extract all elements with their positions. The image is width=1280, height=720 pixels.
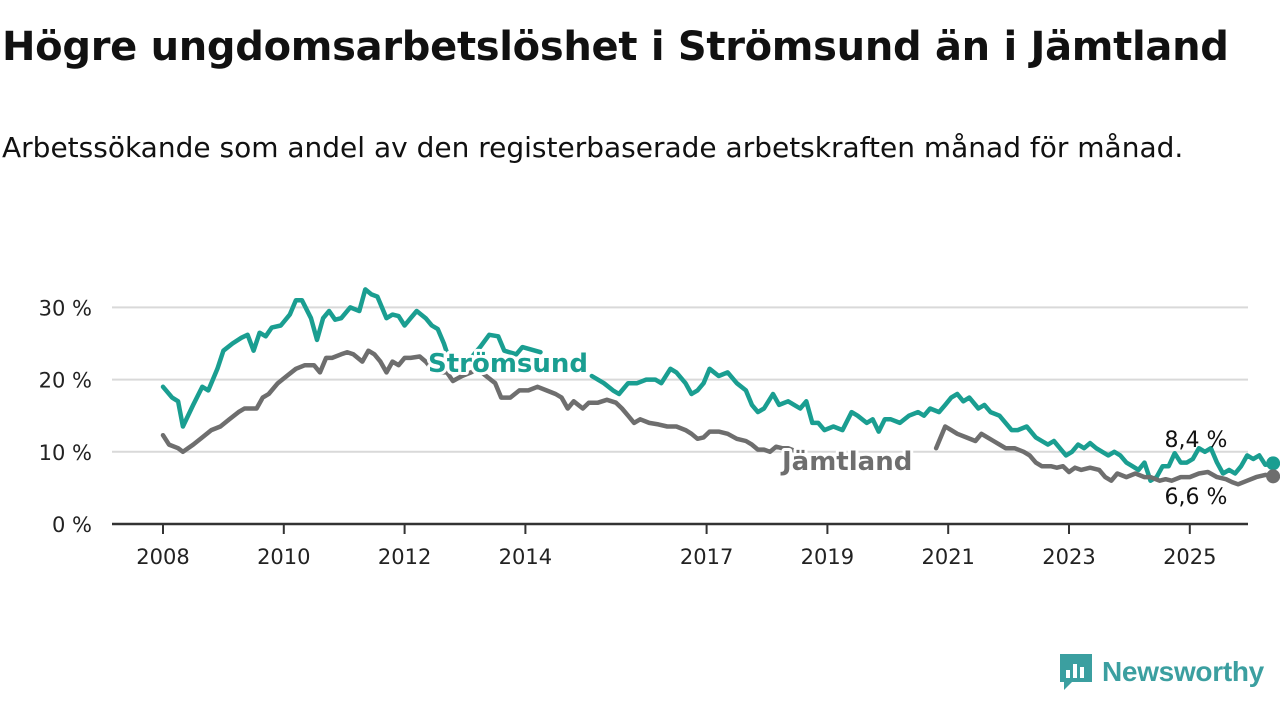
series-line-1 — [933, 424, 1276, 487]
series-line-0 — [160, 287, 453, 429]
series-line-1 — [160, 348, 809, 462]
x-tick-label: 2025 — [1163, 545, 1216, 569]
series-endpoint-1 — [1266, 469, 1280, 484]
page-title: Högre ungdomsarbetslöshet i Strömsund än… — [2, 24, 1229, 70]
x-tick-label: 2014 — [499, 545, 552, 569]
y-tick-label: 30 % — [39, 296, 92, 320]
axis-tick-labels: 0 % 10 % 20 % 30 % 2008 2010 2012 2014 2017 2019 2… — [39, 296, 1217, 569]
series-end-value-0: 8,4 % — [1165, 428, 1228, 453]
grid-lines — [112, 306, 1248, 526]
brand-logo: Newsworthy — [1058, 652, 1264, 692]
series-label-1: Jämtland — [780, 447, 912, 477]
series-end-value-1: 6,6 % — [1165, 485, 1228, 510]
series-endpoint-0 — [1266, 456, 1280, 471]
x-tick-label: 2008 — [136, 545, 189, 569]
x-tick-label: 2021 — [921, 545, 974, 569]
series-label-0: Strömsund — [428, 349, 588, 379]
line-chart: 0 % 10 % 20 % 30 % 2008 2010 2012 2014 2017 2019 2… — [39, 287, 1280, 569]
x-tick-label: 2023 — [1042, 545, 1095, 569]
x-tick-label: 2019 — [801, 545, 854, 569]
y-tick-label: 0 % — [52, 513, 92, 537]
x-tick-label: 2017 — [680, 545, 733, 569]
series-labels: Strömsund Jämtland 8,4 % 6,6 % — [425, 346, 1228, 510]
series-lines — [160, 287, 1280, 487]
brand-name: Newsworthy — [1102, 656, 1264, 687]
x-tick-label: 2012 — [378, 545, 431, 569]
y-tick-label: 10 % — [39, 441, 92, 465]
series-line-0 — [589, 366, 1276, 483]
page-subtitle: Arbetssökande som andel av den registerb… — [2, 131, 1184, 164]
newsworthy-logo-icon — [1060, 654, 1092, 690]
y-tick-label: 20 % — [39, 369, 92, 393]
x-tick-label: 2010 — [257, 545, 310, 569]
series-line-0 — [468, 332, 543, 361]
